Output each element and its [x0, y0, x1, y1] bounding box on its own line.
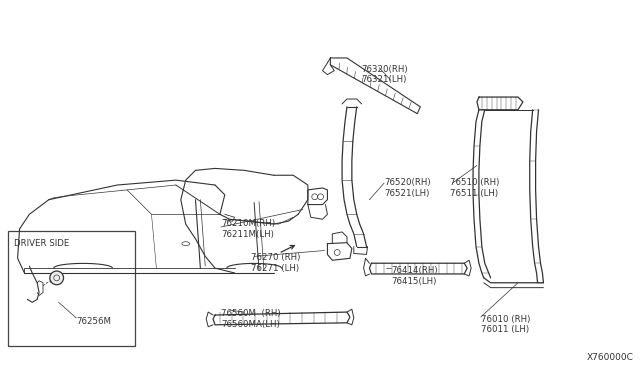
- Bar: [8, 231, 135, 346]
- Text: 76320(RH)
76321(LH): 76320(RH) 76321(LH): [362, 65, 408, 84]
- Text: 76270 (RH)
76271 (LH): 76270 (RH) 76271 (LH): [251, 253, 301, 273]
- Circle shape: [50, 271, 63, 285]
- Text: 76510 (RH)
76511 (LH): 76510 (RH) 76511 (LH): [449, 178, 499, 198]
- Text: 76256M: 76256M: [76, 317, 111, 326]
- Text: 76010 (RH)
76011 (LH): 76010 (RH) 76011 (LH): [481, 315, 531, 334]
- Text: 76210M(RH)
76211M(LH): 76210M(RH) 76211M(LH): [221, 219, 275, 238]
- Text: DRIVER SIDE: DRIVER SIDE: [13, 239, 69, 248]
- Text: 76414(RH)
76415(LH): 76414(RH) 76415(LH): [391, 266, 438, 286]
- Text: 76560M  (RH)
76560MA(LH): 76560M (RH) 76560MA(LH): [221, 309, 280, 328]
- Text: X760000C: X760000C: [586, 353, 634, 362]
- Text: 76520(RH)
76521(LH): 76520(RH) 76521(LH): [384, 178, 431, 198]
